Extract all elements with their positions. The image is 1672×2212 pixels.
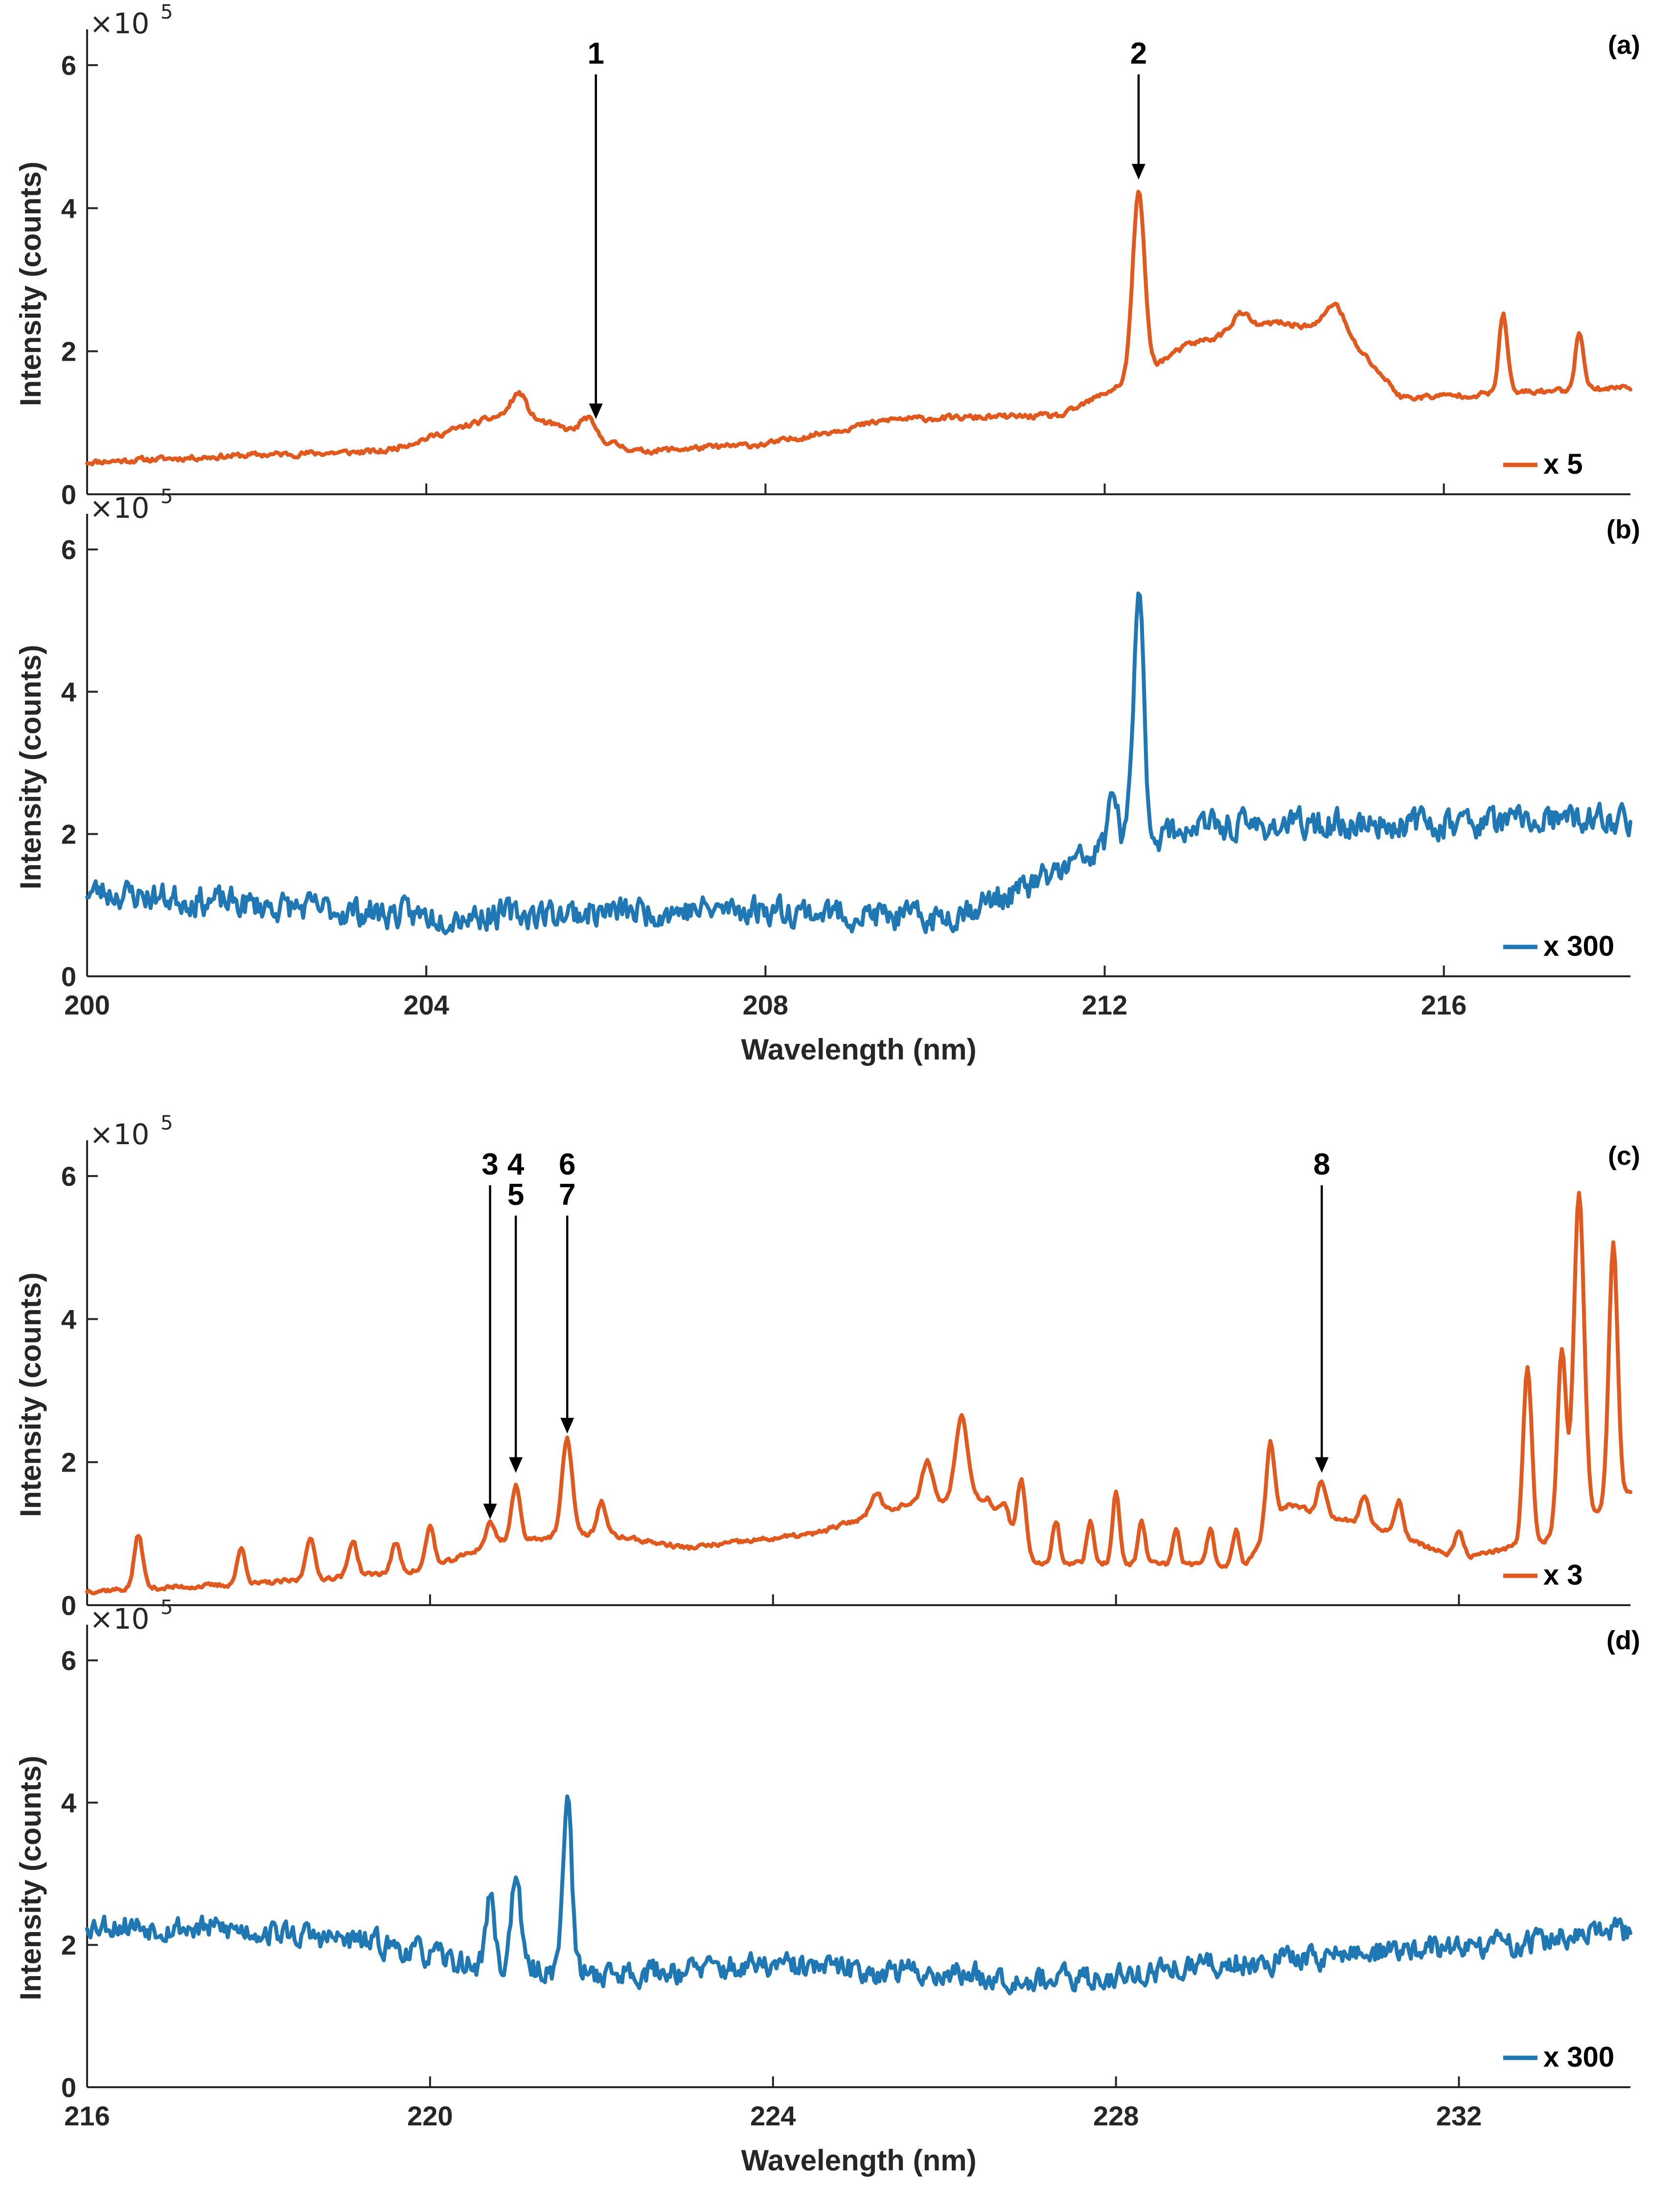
y-tick-label: 4: [61, 1304, 76, 1335]
annotation-arrowhead: [509, 1457, 523, 1473]
y-tick-label: 2: [61, 1930, 76, 1960]
panel-label: (d): [1606, 1626, 1640, 1655]
annotation-arrowhead: [560, 1418, 574, 1434]
x-tick-label: 220: [407, 2100, 453, 2131]
spectrum-line: [85, 1794, 1632, 1996]
annotation-arrowhead: [1131, 163, 1145, 180]
x-tick-label: 216: [1421, 990, 1466, 1020]
x-axis-title: Wavelength (nm): [741, 2144, 976, 2177]
y-axis-title: Intensity (counts): [14, 645, 47, 889]
panel-d: 0 2 4 6 216 220 224 228 232 Intensity (counts) ×10…: [14, 1596, 1640, 2177]
y-tick-label: 0: [61, 479, 76, 510]
peak-annotation-label: 2: [1130, 37, 1147, 70]
peak-annotation-label: 5: [507, 1178, 524, 1212]
peak-annotation-label: 8: [1313, 1148, 1330, 1181]
exponent-power: 5: [160, 1112, 173, 1134]
x-tick-label: 200: [64, 990, 110, 1020]
y-tick-label: 0: [61, 961, 76, 992]
y-axis-title: Intensity (counts): [14, 1755, 47, 2000]
y-tick-label: 2: [61, 1447, 76, 1478]
legend-label: x 3: [1543, 1559, 1583, 1591]
x-axis-title: Wavelength (nm): [741, 1033, 976, 1066]
peak-annotation-label: 3: [481, 1148, 498, 1181]
spectrum-line: [85, 1191, 1632, 1596]
exponent-power: 5: [160, 1, 173, 23]
legend-label: x 5: [1543, 448, 1583, 480]
y-tick-label: 0: [61, 2072, 76, 2103]
y-tick-label: 2: [61, 336, 76, 367]
exponent-label: ×10: [90, 7, 149, 40]
exponent-label: ×10: [90, 491, 149, 525]
x-tick-label: 204: [403, 990, 449, 1020]
panel-label: (c): [1608, 1141, 1640, 1171]
x-tick-label: 228: [1093, 2100, 1139, 2131]
panel-a: 0 2 4 6 Intensity (counts) ×10 5 (a) x 5 1 2: [14, 1, 1640, 510]
y-tick-label: 0: [61, 1590, 76, 1621]
y-tick-label: 6: [61, 534, 76, 565]
y-tick-label: 6: [61, 1645, 76, 1676]
panel-label: (a): [1608, 30, 1640, 60]
spectrum-line: [85, 189, 1632, 467]
x-tick-label: 232: [1436, 2100, 1482, 2131]
exponent-label: ×10: [90, 1602, 149, 1636]
spectrum-line: [85, 591, 1632, 936]
legend-label: x 300: [1543, 930, 1614, 962]
x-tick-label: 208: [743, 990, 788, 1020]
peak-annotation-label: 4: [507, 1148, 525, 1181]
x-tick-label: 216: [64, 2100, 110, 2131]
annotation-arrowhead: [589, 403, 603, 419]
y-tick-label: 4: [61, 193, 76, 224]
y-tick-label: 6: [61, 50, 76, 81]
y-axis-title: Intensity (counts): [14, 1272, 47, 1517]
x-tick-label: 212: [1082, 990, 1127, 1020]
annotation-arrowhead: [483, 1503, 497, 1520]
y-axis-title: Intensity (counts): [14, 161, 47, 406]
y-tick-label: 4: [61, 676, 76, 707]
x-tick-label: 224: [750, 2100, 796, 2131]
y-tick-label: 4: [61, 1787, 76, 1818]
exponent-label: ×10: [90, 1118, 149, 1151]
peak-annotation-label: 7: [559, 1178, 575, 1212]
panel-b: 0 2 4 6 200 204 208 212 216 Intensity (counts) ×10…: [14, 485, 1640, 1066]
y-tick-label: 6: [61, 1161, 76, 1192]
peak-annotation-label: 1: [588, 37, 604, 70]
panel-label: (b): [1606, 515, 1640, 544]
peak-annotation-label: 6: [559, 1148, 575, 1181]
exponent-power: 5: [160, 1596, 173, 1619]
exponent-power: 5: [160, 485, 173, 508]
y-tick-label: 2: [61, 819, 76, 850]
legend-label: x 300: [1543, 2041, 1614, 2073]
annotation-arrowhead: [1315, 1457, 1329, 1473]
